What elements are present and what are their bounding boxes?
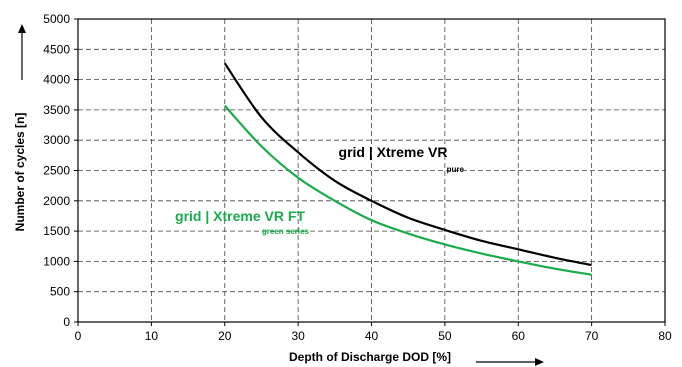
x-tick-label: 80 [658, 329, 672, 343]
series-sub-xtreme-vr-ft: green series [262, 227, 310, 236]
y-tick-label: 4000 [43, 73, 70, 87]
y-tick-label: 5000 [43, 12, 70, 26]
series-sub-xtreme-vr: pure [447, 165, 465, 174]
y-tick-label: 1000 [43, 254, 70, 268]
y-tick-label: 2500 [43, 164, 70, 178]
x-tick-label: 70 [585, 329, 599, 343]
grid [78, 19, 665, 322]
series-name-xtreme-vr: grid | Xtreme VR [339, 144, 448, 160]
y-tick-label: 0 [63, 315, 70, 329]
y-tick-labels: 0 500 1000 1500 2000 2500 3000 3500 4000 4500 5000 [43, 12, 78, 329]
y-axis-arrow [18, 24, 26, 80]
x-axis-title: Depth of Discharge DOD [%] [289, 350, 451, 364]
x-tick-label: 10 [145, 329, 159, 343]
x-tick-label: 40 [365, 329, 379, 343]
y-tick-label: 2000 [43, 194, 70, 208]
series-label-xtreme-vr: grid | Xtreme VR pure [339, 144, 465, 174]
y-tick-label: 4500 [43, 42, 70, 56]
y-tick-label: 3000 [43, 133, 70, 147]
x-tick-labels: 0 10 20 30 40 50 60 70 80 [75, 322, 672, 343]
series-line-0 [223, 62, 592, 267]
y-tick-label: 1500 [43, 224, 70, 238]
x-tick-label: 50 [438, 329, 452, 343]
y-tick-label: 3500 [43, 103, 70, 117]
y-axis-title: Number of cycles [n] [13, 113, 27, 232]
x-tick-label: 30 [291, 329, 305, 343]
x-tick-label: 60 [512, 329, 526, 343]
series-line-1 [223, 104, 592, 276]
y-tick-label: 500 [50, 285, 70, 299]
x-tick-label: 20 [218, 329, 232, 343]
x-axis-arrow [476, 358, 544, 366]
series-name-xtreme-vr-ft: grid | Xtreme VR FT [175, 208, 305, 224]
series-label-xtreme-vr-ft: grid | Xtreme VR FT green series [175, 208, 310, 236]
x-tick-label: 0 [75, 329, 82, 343]
series-lines [223, 62, 592, 276]
